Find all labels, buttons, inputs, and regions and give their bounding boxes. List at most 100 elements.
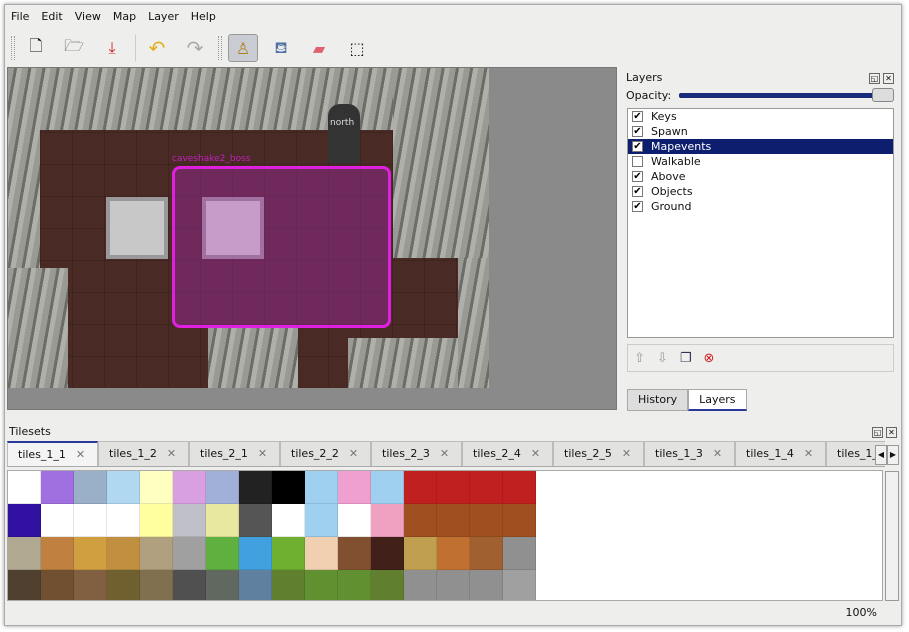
layer-row[interactable]: ✔ Spawn (628, 124, 893, 139)
tileset-tab[interactable]: tiles_1_3 ✕ (644, 441, 735, 466)
tile[interactable] (503, 570, 536, 600)
layer-row[interactable]: Walkable (628, 154, 893, 169)
tile[interactable] (173, 570, 206, 600)
tile[interactable] (272, 537, 305, 570)
layer-visibility-checkbox[interactable]: ✔ (632, 186, 643, 197)
tile[interactable] (305, 537, 338, 570)
tile[interactable] (107, 537, 140, 570)
tile[interactable] (371, 537, 404, 570)
layer-row[interactable]: ✔ Ground (628, 199, 893, 214)
tile[interactable] (272, 471, 305, 504)
tile[interactable] (470, 504, 503, 537)
tile[interactable] (206, 537, 239, 570)
map-view[interactable]: caveshake2_boss north (7, 67, 617, 410)
tile[interactable] (107, 471, 140, 504)
tileset-tab[interactable]: tiles_1_4 ✕ (735, 441, 826, 466)
tile[interactable] (107, 570, 140, 600)
menu-edit[interactable]: Edit (41, 10, 63, 23)
tile[interactable] (140, 471, 173, 504)
tile[interactable] (74, 570, 107, 600)
tile[interactable] (371, 504, 404, 537)
tile[interactable] (305, 471, 338, 504)
close-tab-icon[interactable]: ✕ (257, 447, 268, 460)
close-tab-icon[interactable]: ✕ (439, 447, 450, 460)
tile[interactable] (437, 570, 470, 600)
tab-scroll-left[interactable]: ◀ (875, 445, 887, 465)
tile[interactable] (8, 570, 41, 600)
tile[interactable] (338, 537, 371, 570)
tile[interactable] (173, 537, 206, 570)
layer-row[interactable]: ✔ Mapevents (628, 139, 893, 154)
new-map-button[interactable]: 🗋 (21, 34, 51, 62)
tile[interactable] (41, 570, 74, 600)
tile[interactable] (503, 504, 536, 537)
remove-layer-icon[interactable]: ⊗ (703, 350, 715, 366)
tab-scroll-right[interactable]: ▶ (887, 445, 899, 465)
layer-visibility-checkbox[interactable]: ✔ (632, 126, 643, 137)
tile[interactable] (338, 570, 371, 600)
tileset-tab[interactable]: tiles_2_3 ✕ (371, 441, 462, 466)
tile[interactable] (371, 471, 404, 504)
layer-row[interactable]: ✔ Objects (628, 184, 893, 199)
tile[interactable] (173, 504, 206, 537)
tab-history[interactable]: History (627, 389, 689, 411)
tile[interactable] (305, 570, 338, 600)
tile[interactable] (371, 570, 404, 600)
menu-help[interactable]: Help (190, 10, 216, 23)
layer-visibility-checkbox[interactable]: ✔ (632, 171, 643, 182)
rect-select-button[interactable]: ⬚ (342, 34, 372, 62)
tile[interactable] (404, 471, 437, 504)
tile[interactable] (437, 471, 470, 504)
tile[interactable] (338, 471, 371, 504)
menu-map[interactable]: Map (112, 10, 137, 23)
close-tab-icon[interactable]: ✕ (803, 447, 814, 460)
tile[interactable] (404, 504, 437, 537)
eraser-button[interactable]: ▰ (304, 34, 334, 62)
opacity-slider-handle[interactable] (872, 88, 894, 102)
tile[interactable] (173, 471, 206, 504)
float-button[interactable]: ◱ (872, 427, 883, 438)
close-tab-icon[interactable]: ✕ (530, 447, 541, 460)
save-button[interactable]: ⤓ (97, 34, 127, 62)
duplicate-layer-icon[interactable]: ❐ (679, 350, 692, 366)
tile[interactable] (140, 504, 173, 537)
tileset-tab[interactable]: tiles_1_1 ✕ (7, 441, 98, 466)
opacity-slider[interactable] (679, 88, 894, 102)
tile[interactable] (206, 570, 239, 600)
close-button[interactable]: ✕ (886, 427, 897, 438)
close-tab-icon[interactable]: ✕ (712, 447, 723, 460)
tileset-tab[interactable]: tiles_2_5 ✕ (553, 441, 644, 466)
toolbar-grip[interactable] (11, 36, 15, 60)
close-tab-icon[interactable]: ✕ (166, 447, 177, 460)
layer-row[interactable]: ✔ Keys (628, 109, 893, 124)
layer-visibility-checkbox[interactable]: ✔ (632, 141, 643, 152)
move-layer-down-icon[interactable]: ⇩ (656, 350, 668, 366)
bucket-fill-button[interactable]: ⛾ (266, 34, 296, 62)
tileset-scrollbar[interactable] (885, 471, 899, 601)
tile[interactable] (8, 537, 41, 570)
tileset-tab[interactable]: tiles_1_2 ✕ (98, 441, 189, 466)
tile[interactable] (41, 537, 74, 570)
tile[interactable] (74, 471, 107, 504)
tile[interactable] (272, 504, 305, 537)
layer-visibility-checkbox[interactable]: ✔ (632, 111, 643, 122)
redo-button[interactable]: ↷ (180, 34, 210, 62)
close-tab-icon[interactable]: ✕ (621, 447, 632, 460)
tile[interactable] (470, 537, 503, 570)
tileset-tab[interactable]: tiles_2_2 ✕ (280, 441, 371, 466)
tile[interactable] (206, 471, 239, 504)
tile[interactable] (41, 471, 74, 504)
layer-visibility-checkbox[interactable]: ✔ (632, 201, 643, 212)
tile[interactable] (503, 471, 536, 504)
menu-layer[interactable]: Layer (148, 10, 179, 23)
tile[interactable] (503, 537, 536, 570)
tileset-tab[interactable]: tiles_2_1 ✕ (189, 441, 280, 466)
tile[interactable] (272, 570, 305, 600)
tileset-view[interactable] (7, 470, 883, 601)
tile[interactable] (338, 504, 371, 537)
tile[interactable] (74, 537, 107, 570)
tile[interactable] (206, 504, 239, 537)
menu-file[interactable]: File (11, 10, 30, 23)
tile[interactable] (305, 504, 338, 537)
tile[interactable] (140, 570, 173, 600)
